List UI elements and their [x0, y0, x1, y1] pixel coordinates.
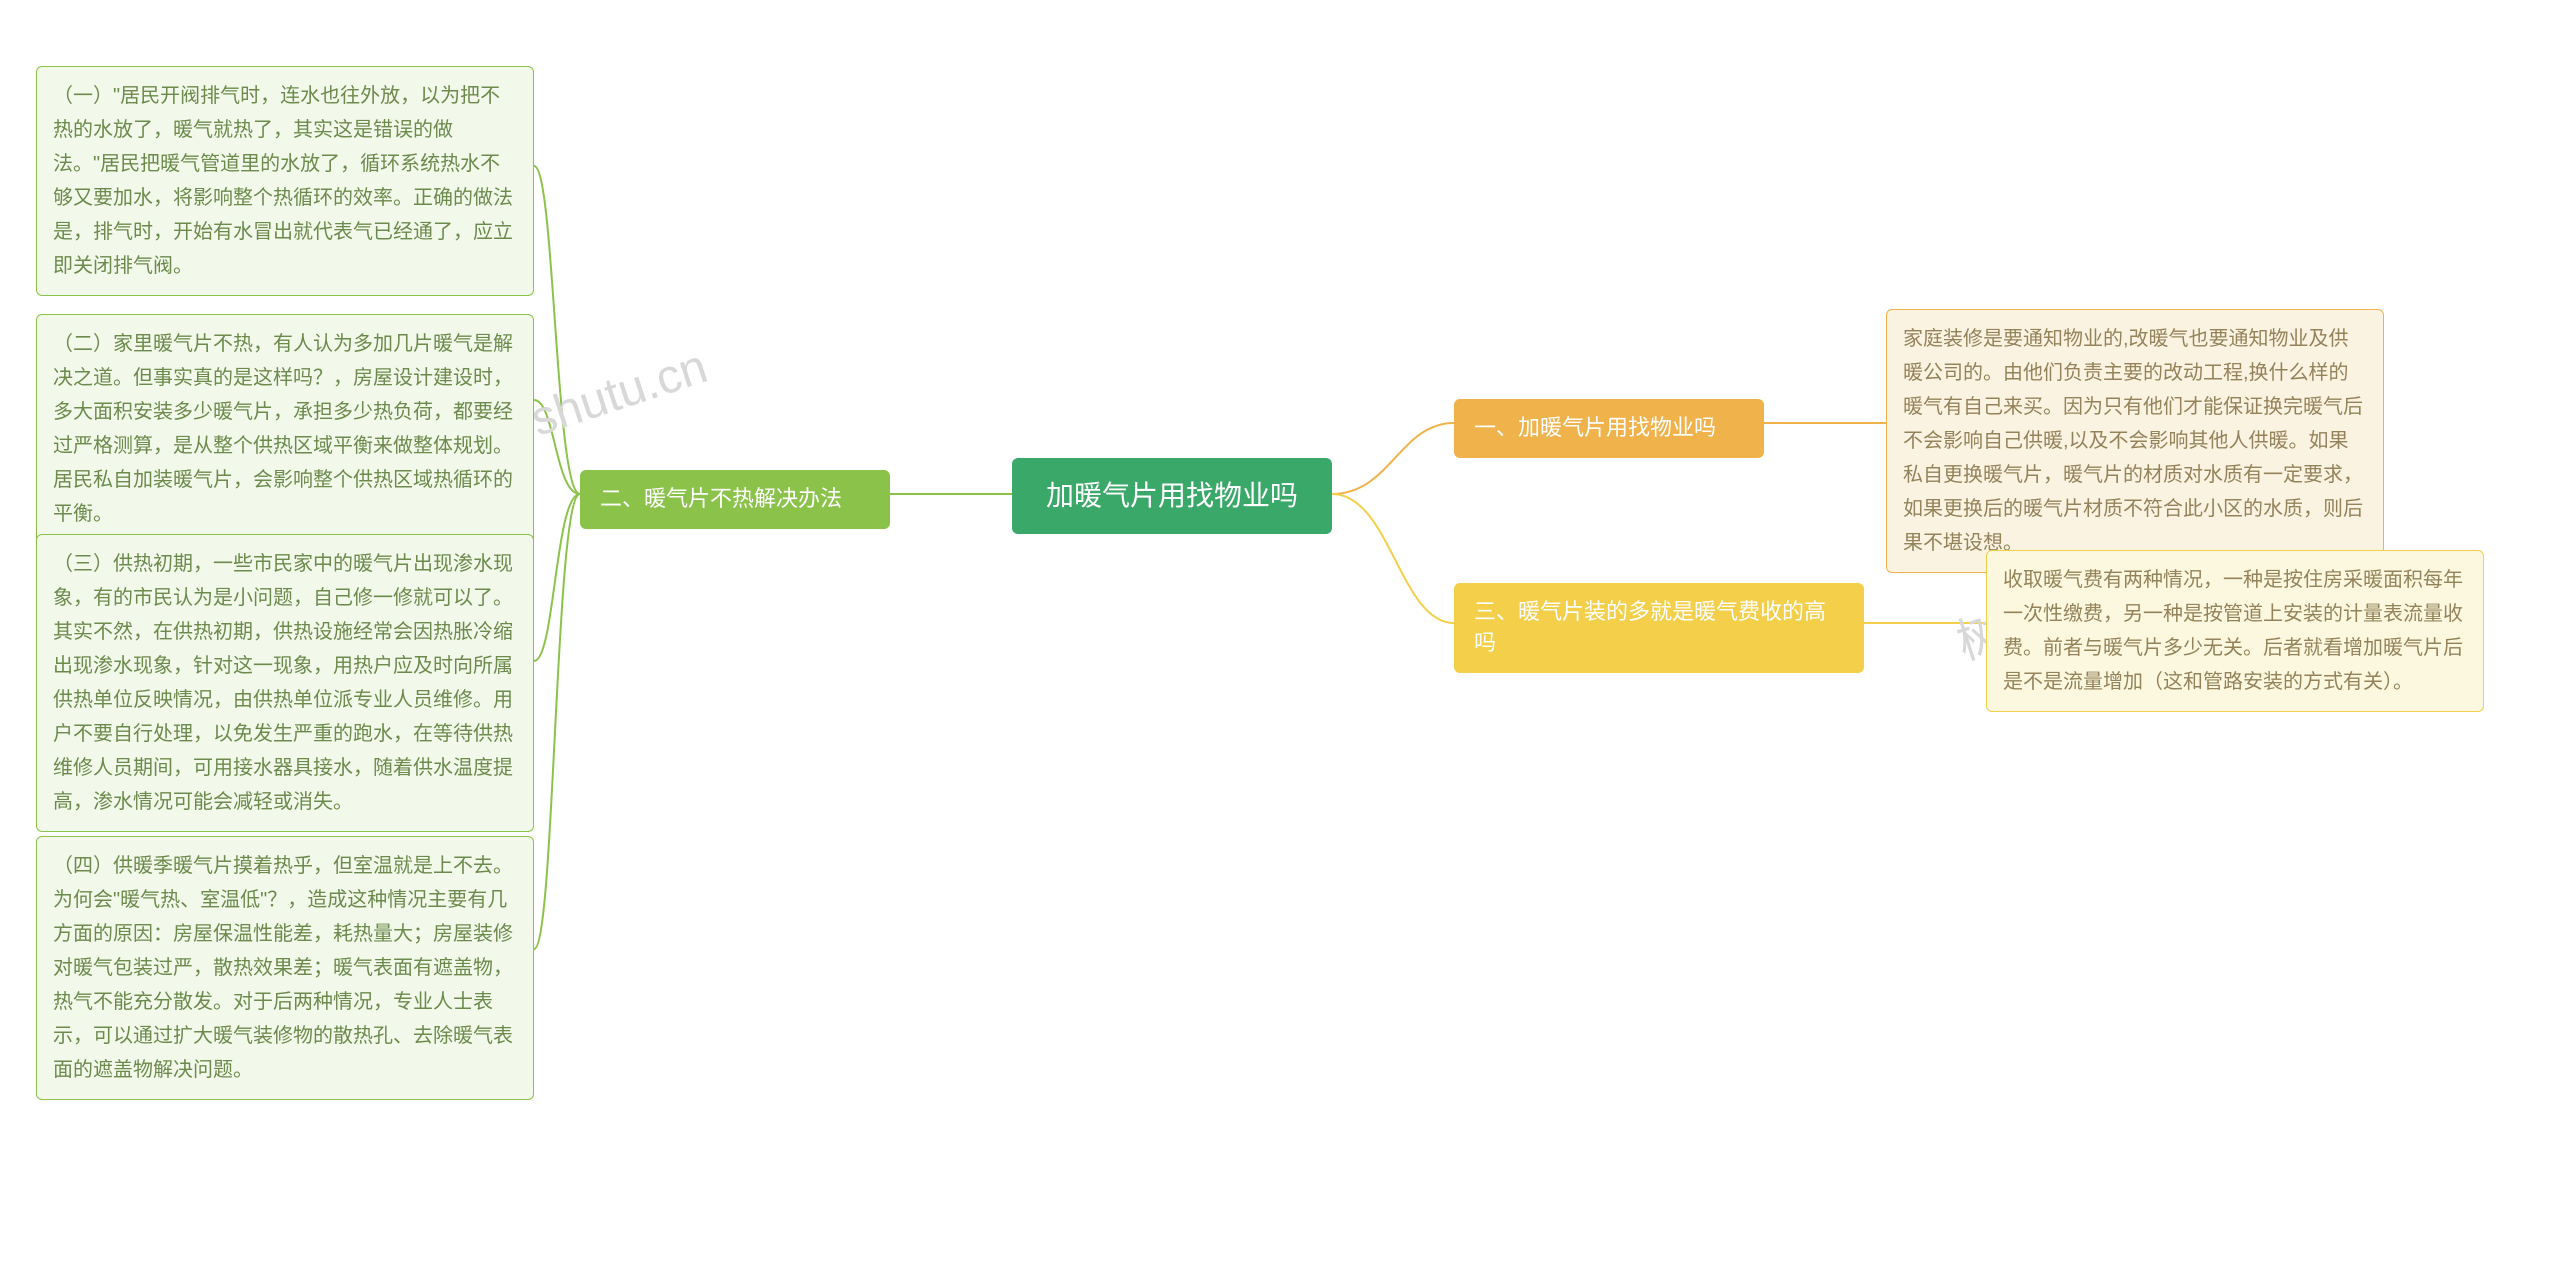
branch-3-leaf[interactable]: 收取暖气费有两种情况，一种是按住房采暖面积每年一次性缴费，另一种是按管道上安装的…	[1986, 550, 2484, 712]
branch-2[interactable]: 二、暖气片不热解决办法	[580, 470, 890, 529]
branch-2-leaf-1[interactable]: （一）"居民开阀排气时，连水也往外放，以为把不热的水放了，暖气就热了，其实这是错…	[36, 66, 534, 296]
mindmap-root[interactable]: 加暖气片用找物业吗	[1012, 458, 1332, 534]
branch-2-leaf-3[interactable]: （三）供热初期，一些市民家中的暖气片出现渗水现象，有的市民认为是小问题，自己修一…	[36, 534, 534, 832]
branch-3[interactable]: 三、暖气片装的多就是暖气费收的高吗	[1454, 583, 1864, 673]
branch-1[interactable]: 一、加暖气片用找物业吗	[1454, 399, 1764, 458]
branch-2-leaf-4[interactable]: （四）供暖季暖气片摸着热乎，但室温就是上不去。为何会"暖气热、室温低"？，造成这…	[36, 836, 534, 1100]
branch-2-leaf-2[interactable]: （二）家里暖气片不热，有人认为多加几片暖气是解决之道。但事实真的是这样吗？，房屋…	[36, 314, 534, 544]
branch-1-leaf[interactable]: 家庭装修是要通知物业的,改暖气也要通知物业及供暖公司的。由他们负责主要的改动工程…	[1886, 309, 2384, 573]
